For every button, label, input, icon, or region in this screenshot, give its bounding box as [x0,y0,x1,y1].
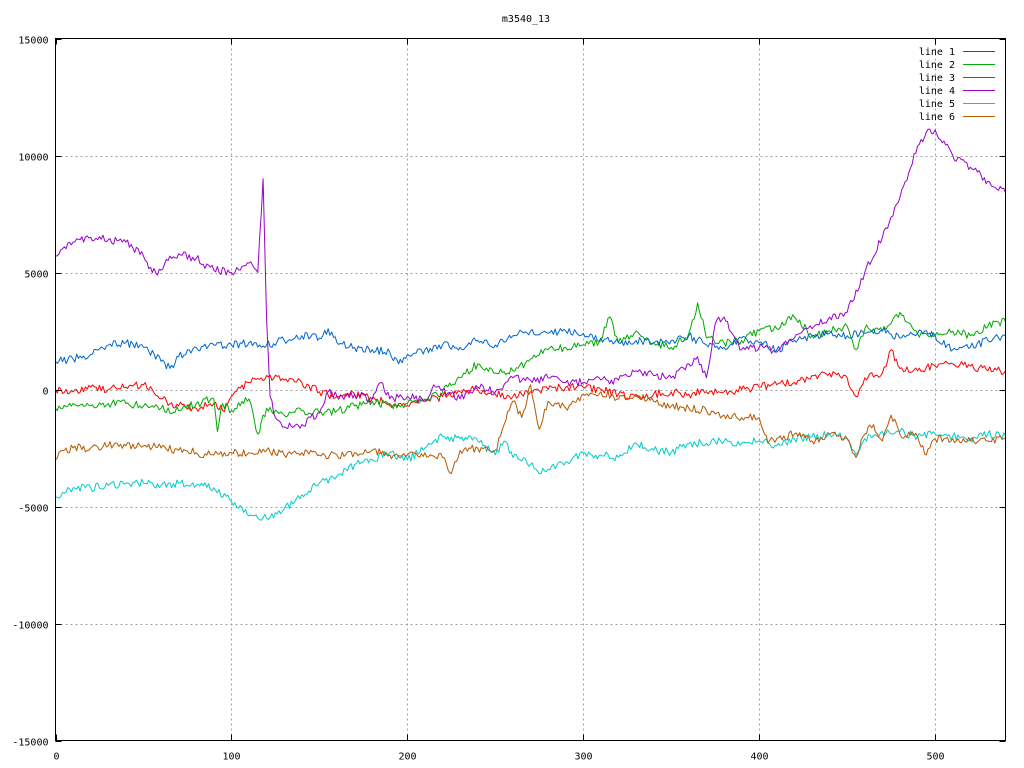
y-tick-label: 0 [42,387,48,398]
chart-title: m3540_13 [502,14,550,25]
legend-label-4: line 4 [919,86,955,97]
legend-label-3: line 3 [919,73,955,84]
legend-label-6: line 6 [919,112,955,123]
x-tick-label: 0 [53,752,59,763]
x-tick-label: 400 [750,752,768,763]
legend-label-1: line 1 [919,47,955,58]
series-line-5 [55,427,1006,521]
x-tick-label: 200 [398,752,416,763]
x-tick-label: 300 [574,752,592,763]
legend-label-2: line 2 [919,60,955,71]
plot-frame [55,38,1006,741]
y-tick-label: -15000 [12,738,48,749]
legend-label-5: line 5 [919,99,955,110]
y-tick-label: -10000 [12,621,48,632]
axis-ticks: -15000 -10000 -5000 0 5000 10000 15000 0 100 200 3… [12,36,1006,763]
x-tick-label: 500 [926,752,944,763]
y-tick-label: 10000 [18,153,48,164]
plot-area [55,128,1006,521]
y-tick-label: -5000 [18,504,48,515]
legend: line 1 line 2 line 3 line 4 line 5 line 6 [919,47,995,123]
grid-lines [55,38,1006,741]
y-tick-label: 15000 [18,36,48,47]
x-tick-label: 100 [222,752,240,763]
series-line-4 [55,128,1006,429]
series-line-3 [55,327,1006,370]
series-line-6 [55,384,1006,475]
y-tick-label: 5000 [24,270,48,281]
series-line-2 [55,302,1006,435]
series-line-1 [55,349,1006,413]
